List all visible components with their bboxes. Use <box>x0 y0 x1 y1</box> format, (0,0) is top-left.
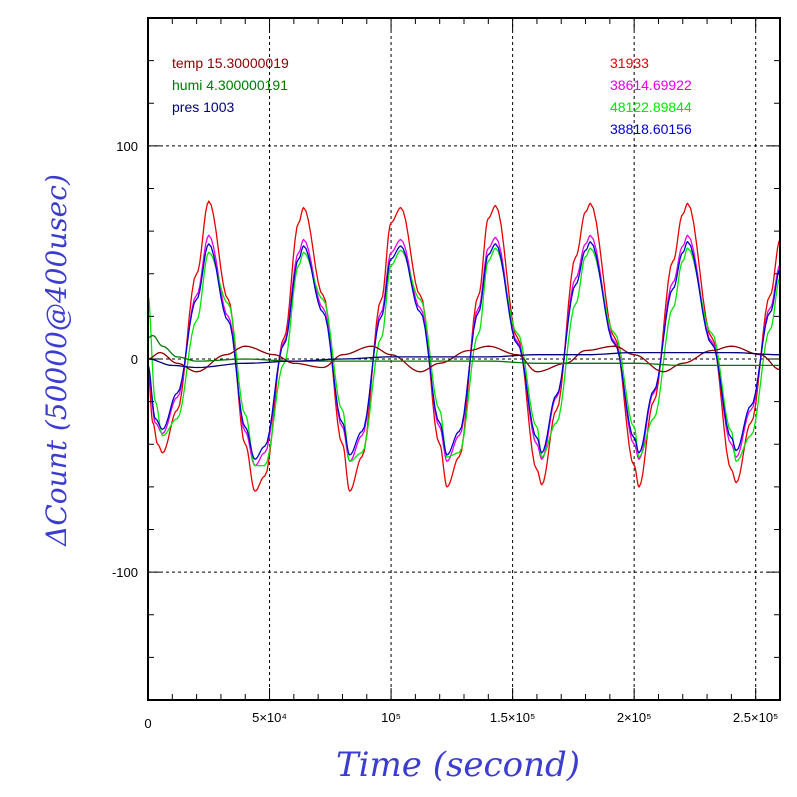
legend-entry: humi 4.300000191 <box>172 77 288 93</box>
y-tick-label: -100 <box>112 565 138 580</box>
x-axis-title: Time (second) <box>336 745 580 785</box>
tick-labels: 0 5×10⁴ 10⁵ 1.5×10⁵ 2×10⁵ 2.5×10⁵ 100 0 -100 <box>112 139 778 731</box>
x-tick-label: 5×10⁴ <box>252 710 287 725</box>
plot-frame <box>147 17 781 701</box>
series-line-6 <box>147 351 780 369</box>
x-tick-label: 2.5×10⁵ <box>733 710 779 725</box>
legend-right: 31933 38614.69922 48122.89844 38818.60156 <box>610 55 692 137</box>
y-tick-label: 100 <box>116 139 138 154</box>
legend-entry: 31933 <box>610 55 649 71</box>
legend-left: temp 15.30000019 humi 4.300000191 pres 100… <box>172 55 289 115</box>
legend-entry: pres 1003 <box>172 99 234 115</box>
series-group <box>147 200 781 493</box>
legend-entry: 38614.69922 <box>610 77 692 93</box>
legend-entry: temp 15.30000019 <box>172 55 289 71</box>
series-line-3 <box>147 240 781 460</box>
series-line-5 <box>147 334 780 367</box>
legend-entry: 48122.89844 <box>610 99 692 115</box>
series-line-0 <box>147 200 781 493</box>
y-axis-title: ΔCount (50000@400usec) <box>40 174 73 547</box>
legend-entry: 38818.60156 <box>610 121 692 137</box>
x-tick-label: 10⁵ <box>381 710 401 725</box>
x-tick-label: 2×10⁵ <box>617 710 652 725</box>
x-tick-label: 1.5×10⁵ <box>490 710 536 725</box>
y-tick-label: 0 <box>131 352 138 367</box>
x-tick-label: 0 <box>144 716 151 731</box>
